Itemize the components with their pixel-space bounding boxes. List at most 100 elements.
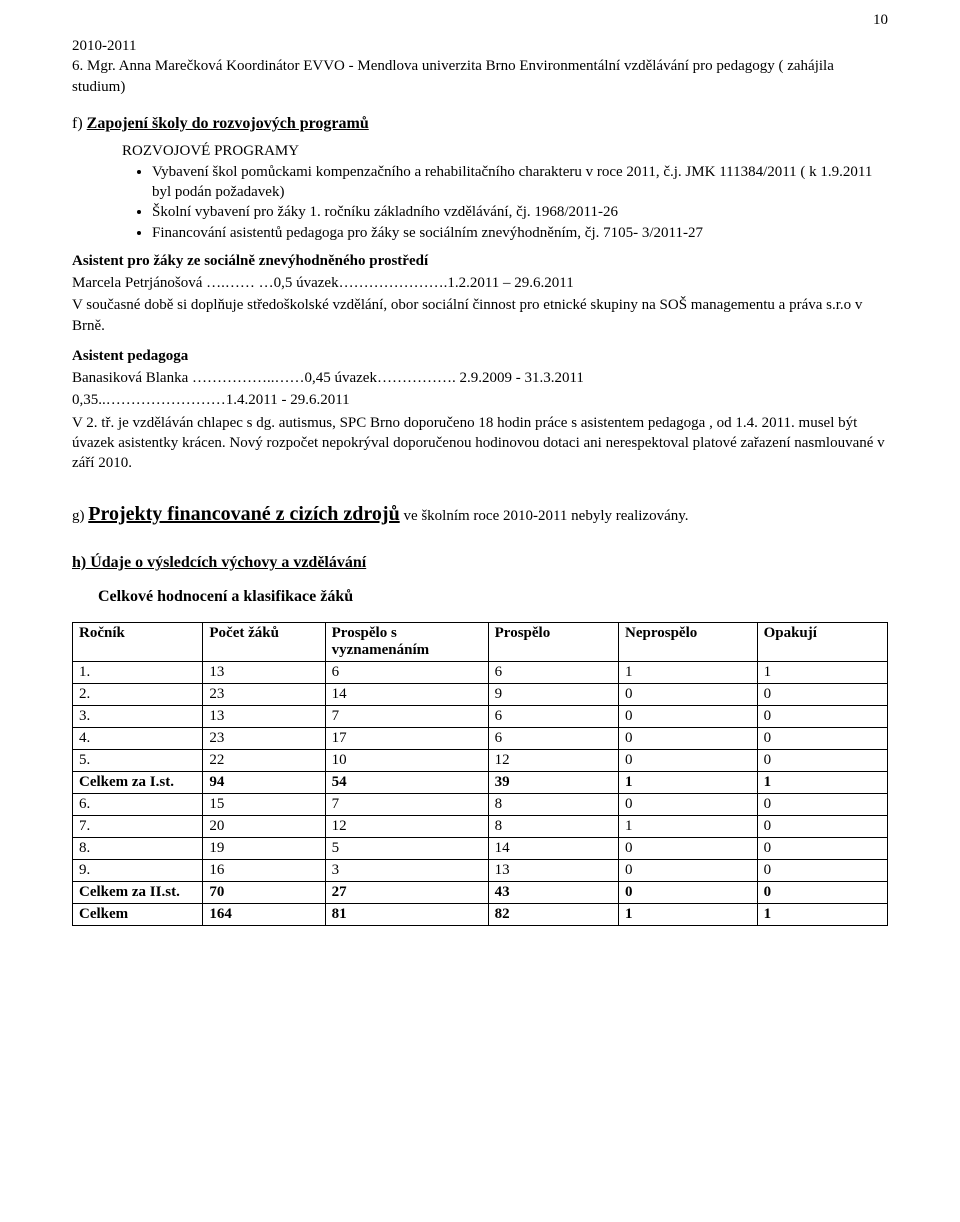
- section-f-title: Zapojení školy do rozvojových programů: [87, 115, 369, 132]
- table-header-cell: Prospělo: [488, 623, 618, 662]
- table-cell: 1: [757, 772, 887, 794]
- asistent-2-line-2: 0,35..……………………1.4.2011 - 29.6.2011: [72, 390, 888, 410]
- table-cell: 23: [203, 684, 325, 706]
- table-cell: 23: [203, 728, 325, 750]
- table-cell: 16: [203, 860, 325, 882]
- table-cell: 1: [619, 904, 758, 926]
- table-cell: 0: [757, 882, 887, 904]
- table-cell: 27: [325, 882, 488, 904]
- table-cell: 9: [488, 684, 618, 706]
- table-cell: 1: [757, 904, 887, 926]
- table-cell: 5.: [73, 750, 203, 772]
- table-cell: 94: [203, 772, 325, 794]
- table-cell: 12: [488, 750, 618, 772]
- section-f-heading: f) Zapojení školy do rozvojových program…: [72, 115, 888, 133]
- table-cell: 0: [619, 838, 758, 860]
- table-row: Celkem za II.st.70274300: [73, 882, 888, 904]
- table-cell: 1: [757, 662, 887, 684]
- table-cell: 6: [488, 662, 618, 684]
- table-row: 4.2317600: [73, 728, 888, 750]
- page-number: 10: [873, 12, 888, 29]
- table-header-cell: Opakují: [757, 623, 887, 662]
- table-cell: 82: [488, 904, 618, 926]
- asistent-2-line-1: Banasiková Blanka ……………..……0,45 úvazek………: [72, 368, 888, 388]
- table-cell: 7.: [73, 816, 203, 838]
- teacher-item-6-text: 6. Mgr. Anna Marečková Koordinátor EVVO …: [72, 58, 834, 94]
- table-row: 9.1631300: [73, 860, 888, 882]
- table-cell: 14: [488, 838, 618, 860]
- table-cell: 1.: [73, 662, 203, 684]
- asistent-2-head: Asistent pedagoga: [72, 346, 888, 366]
- table-cell: 7: [325, 794, 488, 816]
- section-g-big: Projekty financované z cizích zdrojů: [88, 503, 399, 525]
- table-cell: 6: [325, 662, 488, 684]
- table-cell: 6: [488, 728, 618, 750]
- table-cell: 54: [325, 772, 488, 794]
- table-row: 8.1951400: [73, 838, 888, 860]
- programs-title: ROZVOJOVÉ PROGRAMY: [72, 143, 888, 160]
- table-cell: 0: [757, 794, 887, 816]
- table-cell: 5: [325, 838, 488, 860]
- table-cell: 0: [757, 860, 887, 882]
- table-cell: 0: [619, 794, 758, 816]
- table-cell: 0: [619, 728, 758, 750]
- asistent-2-para: V 2. tř. je vzděláván chlapec s dg. auti…: [72, 413, 888, 474]
- asistent-1-line: Marcela Petrjánošová ….…… …0,5 úvazek…………: [72, 273, 888, 293]
- asistent-1-para: V současné době si doplňuje středoškolsk…: [72, 295, 888, 336]
- top-year-line: 2010-2011: [72, 36, 888, 56]
- table-cell: 0: [619, 706, 758, 728]
- table-cell: 2.: [73, 684, 203, 706]
- table-row: Celkem za I.st.94543911: [73, 772, 888, 794]
- table-cell: 7: [325, 706, 488, 728]
- table-cell: 13: [488, 860, 618, 882]
- table-header-row: RočníkPočet žákůProspělo s vyznamenánímP…: [73, 623, 888, 662]
- table-cell: 8.: [73, 838, 203, 860]
- table-cell: 13: [203, 706, 325, 728]
- table-cell: 9.: [73, 860, 203, 882]
- table-header-cell: Prospělo s vyznamenáním: [325, 623, 488, 662]
- table-row: Celkem164818211: [73, 904, 888, 926]
- programs-bullet-item: Financování asistentů pedagoga pro žáky …: [152, 223, 888, 243]
- table-cell: 22: [203, 750, 325, 772]
- table-cell: 0: [757, 706, 887, 728]
- table-cell: 3: [325, 860, 488, 882]
- table-cell: 17: [325, 728, 488, 750]
- table-header-cell: Počet žáků: [203, 623, 325, 662]
- asistent-1-head: Asistent pro žáky ze sociálně znevýhodně…: [72, 251, 888, 271]
- table-cell: 15: [203, 794, 325, 816]
- table-header-cell: Ročník: [73, 623, 203, 662]
- table-cell: 13: [203, 662, 325, 684]
- table-cell: 1: [619, 772, 758, 794]
- table-cell: 6.: [73, 794, 203, 816]
- table-cell: 70: [203, 882, 325, 904]
- table-row: 1.136611: [73, 662, 888, 684]
- table-cell: 20: [203, 816, 325, 838]
- programs-bullet-item: Školní vybavení pro žáky 1. ročníku zákl…: [152, 202, 888, 222]
- table-cell: 0: [619, 684, 758, 706]
- table-row: 2.2314900: [73, 684, 888, 706]
- table-cell: 14: [325, 684, 488, 706]
- table-row: 5.22101200: [73, 750, 888, 772]
- table-cell: 0: [757, 816, 887, 838]
- table-cell: 0: [619, 750, 758, 772]
- section-g-heading: g) Projekty financované z cizích zdrojů …: [72, 503, 888, 526]
- table-row: 3.137600: [73, 706, 888, 728]
- table-cell: 1: [619, 816, 758, 838]
- table-row: 7.2012810: [73, 816, 888, 838]
- programs-bullet-item: Vybavení škol pomůckami kompenzačního a …: [152, 162, 888, 203]
- table-cell: 164: [203, 904, 325, 926]
- table-cell: 1: [619, 662, 758, 684]
- table-cell: 4.: [73, 728, 203, 750]
- table-cell: 8: [488, 794, 618, 816]
- table-cell: 81: [325, 904, 488, 926]
- section-f-prefix: f): [72, 115, 87, 132]
- teacher-item-6: 6. Mgr. Anna Marečková Koordinátor EVVO …: [72, 56, 888, 97]
- section-g-prefix: g): [72, 508, 88, 524]
- table-cell: Celkem za I.st.: [73, 772, 203, 794]
- table-cell: 0: [619, 860, 758, 882]
- table-header-cell: Neprospělo: [619, 623, 758, 662]
- table-cell: Celkem: [73, 904, 203, 926]
- table-cell: 39: [488, 772, 618, 794]
- table-cell: 8: [488, 816, 618, 838]
- table-cell: 0: [757, 838, 887, 860]
